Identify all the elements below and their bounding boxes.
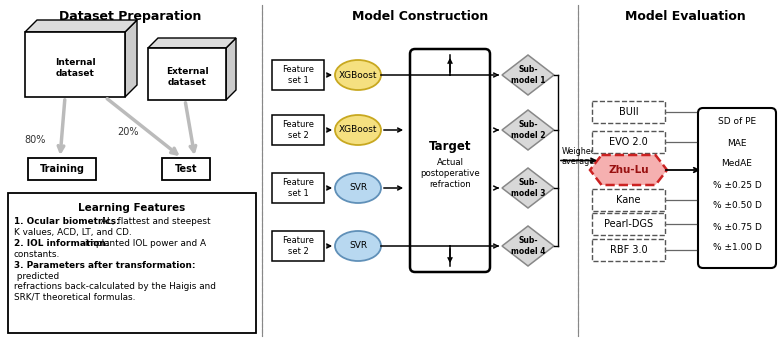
Text: Actual: Actual [437, 158, 463, 167]
Ellipse shape [335, 173, 381, 203]
Text: Feature
set 1: Feature set 1 [282, 178, 314, 198]
Text: implanted IOL power and A: implanted IOL power and A [82, 239, 206, 248]
Text: EVO 2.0: EVO 2.0 [609, 137, 648, 147]
Bar [25, 32, 125, 97]
Text: Sub-
model 4: Sub- model 4 [510, 236, 545, 256]
Text: Test: Test [175, 164, 198, 174]
Text: Sub-
model 2: Sub- model 2 [510, 120, 545, 140]
Text: Sub-
model 3: Sub- model 3 [510, 178, 545, 198]
Polygon shape [502, 55, 554, 95]
Bar [272, 115, 324, 145]
Bar [272, 231, 324, 261]
Text: 3. Parameters after transformation:: 3. Parameters after transformation: [14, 261, 195, 270]
Polygon shape [502, 226, 554, 266]
Text: MedAE: MedAE [721, 160, 753, 168]
Text: predicted: predicted [14, 272, 59, 281]
Text: Zhu-Lu: Zhu-Lu [608, 165, 649, 175]
Text: Model Evaluation: Model Evaluation [625, 10, 746, 23]
Text: 80%: 80% [24, 135, 45, 145]
Bar [8, 193, 256, 333]
Text: XGBoost: XGBoost [339, 71, 377, 79]
Text: Weighed: Weighed [562, 147, 597, 155]
Text: Pearl-DGS: Pearl-DGS [604, 219, 653, 229]
Polygon shape [590, 155, 667, 185]
Text: Internal
dataset: Internal dataset [55, 58, 96, 78]
Text: constants.: constants. [14, 250, 60, 259]
Text: SVR: SVR [349, 183, 367, 193]
Text: % ±0.75 D: % ±0.75 D [713, 222, 761, 232]
Text: RBF 3.0: RBF 3.0 [610, 245, 648, 255]
Text: Feature
set 2: Feature set 2 [282, 120, 314, 140]
Text: Kane: Kane [616, 195, 641, 205]
Polygon shape [148, 38, 236, 48]
Text: Feature
set 2: Feature set 2 [282, 236, 314, 256]
Text: SVR: SVR [349, 241, 367, 251]
Polygon shape [125, 20, 137, 97]
Polygon shape [502, 168, 554, 208]
Bar [592, 131, 665, 153]
Text: 20%: 20% [118, 127, 139, 137]
Text: SD of PE: SD of PE [718, 118, 756, 127]
Text: AL, flattest and steepest: AL, flattest and steepest [98, 217, 211, 226]
Text: BUII: BUII [619, 107, 638, 117]
Text: refractions back-calculated by the Haigis and: refractions back-calculated by the Haigi… [14, 282, 216, 291]
Text: XGBoost: XGBoost [339, 125, 377, 134]
Text: Target: Target [429, 140, 471, 153]
Text: Feature
set 1: Feature set 1 [282, 65, 314, 85]
Ellipse shape [335, 115, 381, 145]
Text: Dataset Preparation: Dataset Preparation [59, 10, 201, 23]
Text: External
dataset: External dataset [165, 67, 209, 87]
Polygon shape [226, 38, 236, 100]
Text: SRK/T theoretical formulas.: SRK/T theoretical formulas. [14, 293, 136, 302]
Text: Model Construction: Model Construction [352, 10, 488, 23]
Bar [148, 48, 226, 100]
FancyBboxPatch shape [410, 49, 490, 272]
Text: refraction: refraction [429, 180, 471, 189]
Text: MAE: MAE [728, 138, 746, 148]
Bar [592, 239, 665, 261]
Text: K values, ACD, LT, and CD.: K values, ACD, LT, and CD. [14, 228, 132, 237]
Text: postoperative: postoperative [420, 169, 480, 178]
Text: Training: Training [39, 164, 85, 174]
Bar [592, 189, 665, 211]
Text: % ±1.00 D: % ±1.00 D [713, 243, 761, 252]
Text: % ±0.25 D: % ±0.25 D [713, 180, 761, 190]
Text: % ±0.50 D: % ±0.50 D [713, 202, 761, 210]
Polygon shape [502, 110, 554, 150]
Bar [592, 213, 665, 235]
FancyBboxPatch shape [698, 108, 776, 268]
Text: 1. Ocular biometrics:: 1. Ocular biometrics: [14, 217, 120, 226]
Text: Learning Features: Learning Features [78, 203, 186, 213]
Text: 2. IOL information:: 2. IOL information: [14, 239, 110, 248]
Text: Sub-
model 1: Sub- model 1 [510, 65, 545, 85]
Polygon shape [25, 20, 137, 32]
Bar [272, 60, 324, 90]
Bar [272, 173, 324, 203]
Ellipse shape [335, 231, 381, 261]
Bar [162, 158, 210, 180]
Bar [592, 101, 665, 123]
Text: average: average [562, 157, 595, 165]
Bar [28, 158, 96, 180]
Ellipse shape [335, 60, 381, 90]
